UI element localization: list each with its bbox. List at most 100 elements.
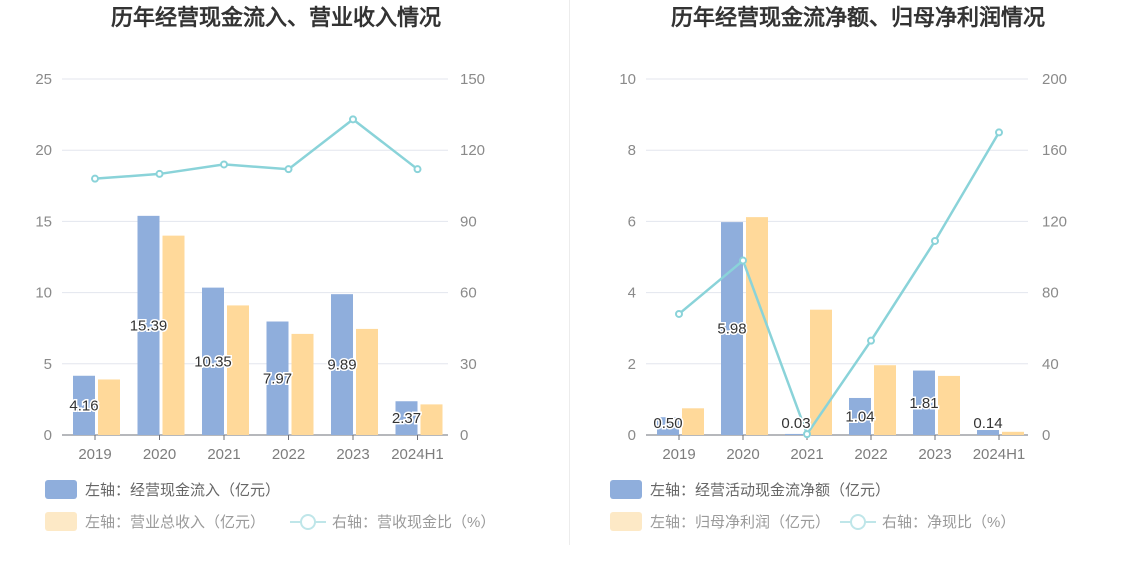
x-tick-label: 2021 (207, 446, 240, 463)
x-tick-label: 2020 (726, 446, 759, 463)
ratio-line-point (931, 236, 939, 245)
left-y-tick: 5 (44, 356, 52, 373)
right-y-tick: 0 (460, 427, 468, 444)
bar-secondary (874, 365, 896, 435)
bar-primary (913, 370, 935, 435)
bar-primary (977, 430, 999, 435)
legend-label-primary: 左轴：经营现金流入（亿元） (85, 482, 280, 499)
ratio-line-point (995, 128, 1003, 137)
bar-primary (331, 294, 353, 435)
legend-line-marker (850, 514, 866, 530)
bar-primary (202, 287, 224, 435)
legend-swatch-primary (610, 480, 642, 499)
bar-secondary (227, 305, 249, 435)
legend-label-primary: 左轴：经营活动现金流净额（亿元） (650, 482, 890, 499)
bar-data-label: 4.16 (69, 397, 98, 414)
x-tick-label: 2024H1 (391, 446, 444, 463)
left-y-tick: 4 (628, 285, 636, 302)
ratio-line-point (413, 165, 422, 174)
panel-divider (569, 0, 570, 545)
ratio-line-point (867, 336, 875, 345)
right-y-tick: 80 (1042, 285, 1059, 302)
x-tick-label: 2022 (272, 446, 305, 463)
bar-secondary (810, 309, 832, 435)
legend-label-secondary: 左轴：营业总收入（亿元） (85, 514, 265, 531)
ratio-line-point (349, 115, 357, 124)
left-y-tick: 2 (628, 356, 636, 373)
bar-primary (137, 215, 160, 435)
bar-secondary (162, 235, 185, 435)
left-y-tick: 15 (35, 213, 52, 230)
bar-primary (73, 375, 95, 435)
ratio-line-point (803, 430, 811, 439)
bar-secondary (1002, 431, 1024, 435)
left-y-tick: 6 (628, 213, 636, 230)
ratio-line-point (91, 174, 99, 183)
bar-data-label: 0.03 (781, 415, 810, 432)
net-cash-flow-profit-chart: 历年经营现金流净额、归母净利润情况 0 2 4 6 8 10 0 40 80 120 160 200 20… (610, 5, 1067, 531)
bar-secondary (291, 333, 314, 435)
ratio-line-point (675, 309, 683, 318)
left-y-tick: 0 (44, 427, 52, 444)
bar-primary (849, 397, 871, 435)
right-y-tick: 60 (460, 285, 477, 302)
right-y-tick: 40 (1042, 356, 1059, 373)
bar-data-label: 1.81 (909, 395, 938, 412)
bar-data-label: 7.97 (263, 370, 292, 387)
cash-inflow-revenue-chart: 历年经营现金流入、营业收入情况 0 5 10 15 20 25 0 30 60 90 120 150 20… (35, 5, 495, 531)
bar-secondary (356, 328, 378, 435)
right-y-tick: 120 (1042, 213, 1067, 230)
ratio-line (678, 131, 1001, 437)
left-y-tick: 25 (35, 71, 52, 88)
bar-secondary (938, 375, 960, 435)
x-tick-label: 2023 (336, 446, 369, 463)
bar-primary (657, 417, 679, 435)
left-y-tick: 8 (628, 142, 636, 159)
ratio-line-point (739, 256, 747, 265)
bar-primary (785, 433, 807, 435)
x-tick-label: 2019 (662, 446, 695, 463)
left-y-tick: 0 (628, 427, 636, 444)
bar-secondary (682, 408, 704, 435)
legend-line-marker (300, 514, 316, 530)
bar-secondary (98, 379, 120, 435)
bar-data-label: 15.39 (130, 317, 168, 334)
right-y-tick: 30 (460, 356, 477, 373)
right-y-tick: 90 (460, 213, 477, 230)
bar-data-label: 10.35 (194, 353, 232, 370)
x-tick-label: 2021 (790, 446, 823, 463)
bar-data-label: 2.37 (392, 410, 421, 427)
bar-secondary (420, 404, 443, 435)
legend-swatch-secondary (45, 512, 77, 531)
x-tick-label: 2022 (854, 446, 887, 463)
right-y-tick: 150 (460, 71, 485, 88)
left-y-tick: 10 (35, 285, 52, 302)
ratio-line-point (155, 169, 164, 178)
x-tick-label: 2024H1 (973, 446, 1026, 463)
bar-primary (266, 321, 289, 435)
legend-label-line: 右轴：净现比（%） (882, 514, 1015, 531)
bar-data-label: 5.98 (717, 321, 746, 338)
ratio-line (94, 117, 419, 180)
legend-label-line: 右轴：营收现金比（%） (332, 514, 495, 531)
bar-secondary (746, 217, 768, 435)
x-tick-label: 2020 (143, 446, 176, 463)
x-tick-label: 2023 (918, 446, 951, 463)
bar-data-label: 0.50 (653, 415, 682, 432)
bar-data-label: 0.14 (973, 415, 1002, 432)
legend-swatch-secondary (610, 512, 642, 531)
legend-label-secondary: 左轴：归母净利润（亿元） (650, 514, 830, 531)
right-y-tick: 200 (1042, 71, 1067, 88)
chart-title: 历年经营现金流入、营业收入情况 (111, 5, 441, 30)
bar-data-label: 1.04 (845, 408, 874, 425)
x-tick-label: 2019 (78, 446, 111, 463)
left-y-tick: 20 (35, 142, 52, 159)
bar-data-label: 9.89 (327, 357, 356, 374)
bar-primary (395, 401, 418, 435)
chart-title: 历年经营现金流净额、归母净利润情况 (671, 5, 1045, 30)
ratio-line-point (284, 165, 293, 174)
ratio-line-point (220, 160, 228, 169)
right-y-tick: 120 (460, 142, 485, 159)
right-y-tick: 0 (1042, 427, 1050, 444)
